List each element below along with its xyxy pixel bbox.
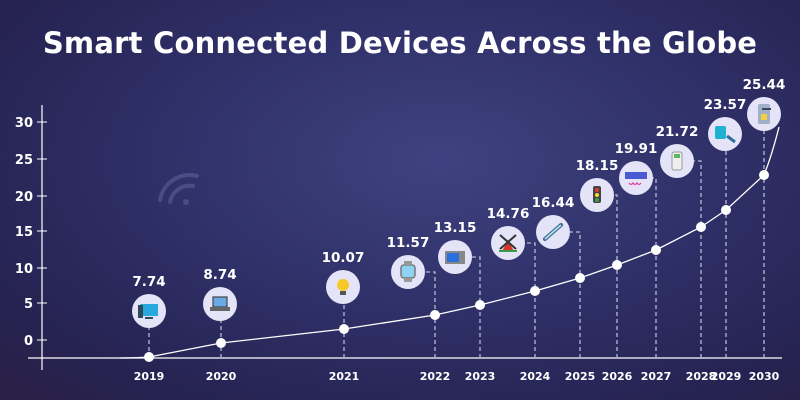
x-tick-label: 2023 bbox=[465, 370, 496, 383]
trend-line bbox=[119, 126, 780, 359]
data-point[interactable] bbox=[651, 245, 661, 255]
data-point[interactable] bbox=[475, 300, 485, 310]
value-label: 11.57 bbox=[387, 235, 430, 251]
x-tick-label: 2029 bbox=[711, 370, 742, 383]
data-point[interactable] bbox=[216, 338, 226, 348]
data-point-group-2021: 10.07 2021 bbox=[322, 250, 365, 383]
x-tick-label: 2026 bbox=[602, 370, 633, 383]
y-tick-label: 10 bbox=[15, 262, 33, 277]
data-point-group-2025: 16.44 2025 bbox=[532, 195, 596, 383]
smart-lock-icon bbox=[758, 104, 771, 124]
dashed-connector bbox=[725, 133, 742, 358]
dashed-connector bbox=[525, 242, 536, 358]
light-bulb-icon bbox=[337, 279, 349, 295]
data-point-group-2024: 14.76 2024 bbox=[487, 206, 551, 383]
data-point-group-2030: 25.44 2030 bbox=[743, 77, 786, 383]
desktop-computer-icon bbox=[138, 304, 158, 319]
data-point-group-2028: 21.72 2028 bbox=[656, 124, 717, 383]
data-point-group-2020: 8.74 2020 bbox=[203, 267, 237, 383]
x-tick-label: 2020 bbox=[206, 370, 237, 383]
data-point-group-2019: 7.74 2019 bbox=[132, 274, 166, 383]
value-label: 25.44 bbox=[743, 77, 786, 93]
value-label: 19.91 bbox=[615, 141, 658, 157]
data-point[interactable] bbox=[144, 352, 154, 362]
data-point-group-2023: 13.15 2023 bbox=[434, 220, 496, 383]
y-tick-label: 15 bbox=[15, 225, 33, 240]
y-tick-label: 5 bbox=[24, 297, 33, 312]
value-label: 14.76 bbox=[487, 206, 530, 222]
data-point[interactable] bbox=[759, 170, 769, 180]
data-point[interactable] bbox=[575, 273, 585, 283]
y-tick-label: 30 bbox=[15, 116, 33, 131]
y-tick-label: 0 bbox=[24, 334, 33, 349]
x-tick-label: 2022 bbox=[420, 370, 451, 383]
data-point-group-2029: 23.57 2029 bbox=[704, 97, 747, 383]
smartwatch-icon bbox=[400, 261, 416, 282]
data-point[interactable] bbox=[721, 205, 731, 215]
laptop-icon bbox=[210, 296, 230, 311]
dashed-connector bbox=[425, 271, 436, 358]
y-tick-label: 20 bbox=[15, 190, 33, 205]
x-tick-label: 2019 bbox=[134, 370, 165, 383]
chart-title: Smart Connected Devices Across the Globe bbox=[42, 26, 758, 60]
dashed-connector bbox=[694, 160, 702, 358]
data-point[interactable] bbox=[530, 286, 540, 296]
dashed-connector bbox=[570, 231, 581, 358]
wifi-decoration-icon bbox=[158, 173, 199, 205]
x-tick-label: 2024 bbox=[520, 370, 551, 383]
smart-plug-icon bbox=[715, 126, 736, 144]
value-label: 16.44 bbox=[532, 195, 575, 211]
value-label: 18.15 bbox=[576, 158, 619, 174]
value-label: 7.74 bbox=[132, 274, 165, 290]
air-conditioner-icon bbox=[625, 172, 647, 186]
value-label: 13.15 bbox=[434, 220, 477, 236]
dashed-connector bbox=[614, 194, 618, 358]
remote-control-icon bbox=[671, 151, 683, 171]
traffic-light-icon bbox=[593, 186, 601, 203]
data-point[interactable] bbox=[612, 260, 622, 270]
data-point[interactable] bbox=[696, 222, 706, 232]
data-point-group-2026: 18.15 2026 bbox=[576, 158, 633, 383]
value-label: 21.72 bbox=[656, 124, 699, 140]
value-label: 8.74 bbox=[203, 267, 236, 283]
data-point[interactable] bbox=[430, 310, 440, 320]
data-point-group-2022: 11.57 2022 bbox=[387, 235, 451, 383]
value-label: 23.57 bbox=[704, 97, 747, 113]
x-tick-label: 2021 bbox=[329, 370, 360, 383]
value-label: 10.07 bbox=[322, 250, 365, 266]
y-tick-label: 25 bbox=[15, 153, 33, 168]
x-tick-label: 2027 bbox=[641, 370, 672, 383]
data-point[interactable] bbox=[339, 324, 349, 334]
data-point-group-2027: 19.91 2027 bbox=[615, 141, 672, 383]
x-tick-label: 2025 bbox=[565, 370, 596, 383]
dashed-connector bbox=[653, 177, 657, 358]
dashed-connector bbox=[472, 256, 481, 358]
x-tick-label: 2028 bbox=[686, 370, 717, 383]
x-tick-label: 2030 bbox=[749, 370, 780, 383]
microwave-icon bbox=[445, 251, 465, 264]
windmill-icon bbox=[499, 234, 517, 252]
chain-link-icon bbox=[543, 223, 563, 241]
